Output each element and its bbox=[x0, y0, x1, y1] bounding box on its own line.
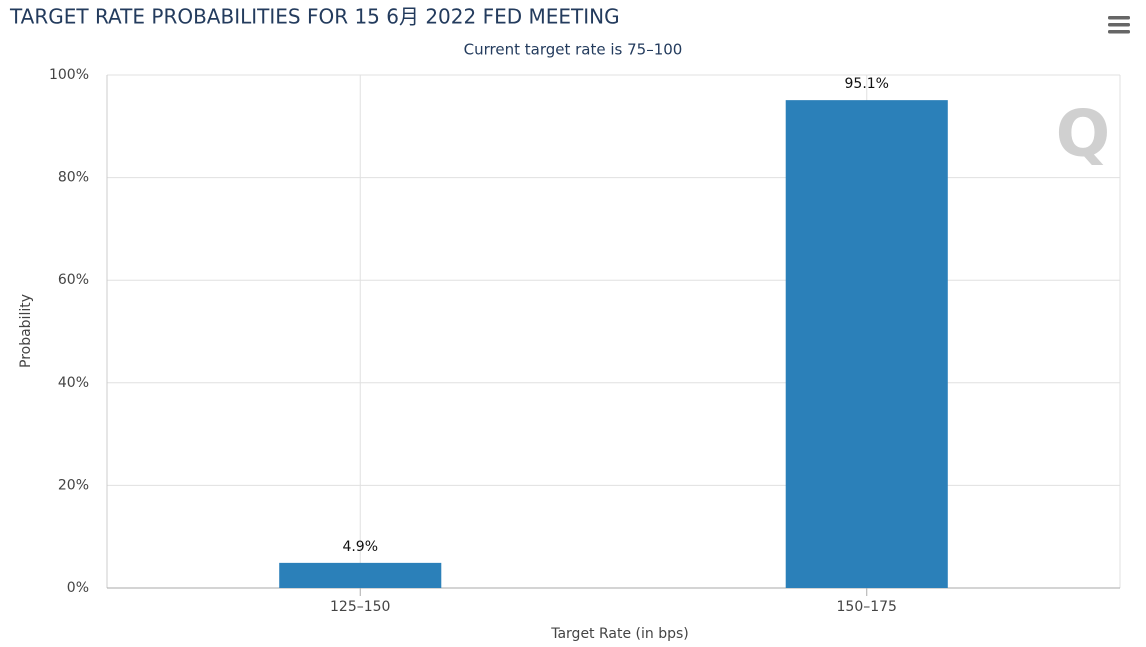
menu-bar bbox=[1108, 23, 1130, 27]
y-tick-label: 20% bbox=[58, 477, 89, 493]
x-axis-title: Target Rate (in bps) bbox=[550, 626, 689, 642]
x-tick-label: 150–175 bbox=[837, 599, 897, 615]
y-tick-label: 100% bbox=[49, 67, 89, 83]
bar bbox=[279, 562, 442, 588]
menu-bar bbox=[1108, 30, 1130, 34]
y-tick-label: 40% bbox=[58, 375, 89, 391]
chart-title: TARGET RATE PROBABILITIES FOR 15 6月 2022… bbox=[9, 5, 620, 29]
y-tick-label: 80% bbox=[58, 170, 89, 186]
bar bbox=[785, 100, 948, 589]
y-axis-title: Probability bbox=[18, 294, 34, 368]
menu-button[interactable] bbox=[1108, 16, 1130, 34]
menu-bar bbox=[1108, 16, 1130, 20]
x-tick-label: 125–150 bbox=[330, 599, 390, 615]
value-label: 4.9% bbox=[342, 539, 378, 555]
value-label: 95.1% bbox=[845, 76, 889, 92]
watermark: Q bbox=[1056, 98, 1110, 172]
y-tick-label: 0% bbox=[67, 580, 89, 596]
chart-subtitle: Current target rate is 75–100 bbox=[464, 41, 683, 59]
y-tick-label: 60% bbox=[58, 272, 89, 288]
